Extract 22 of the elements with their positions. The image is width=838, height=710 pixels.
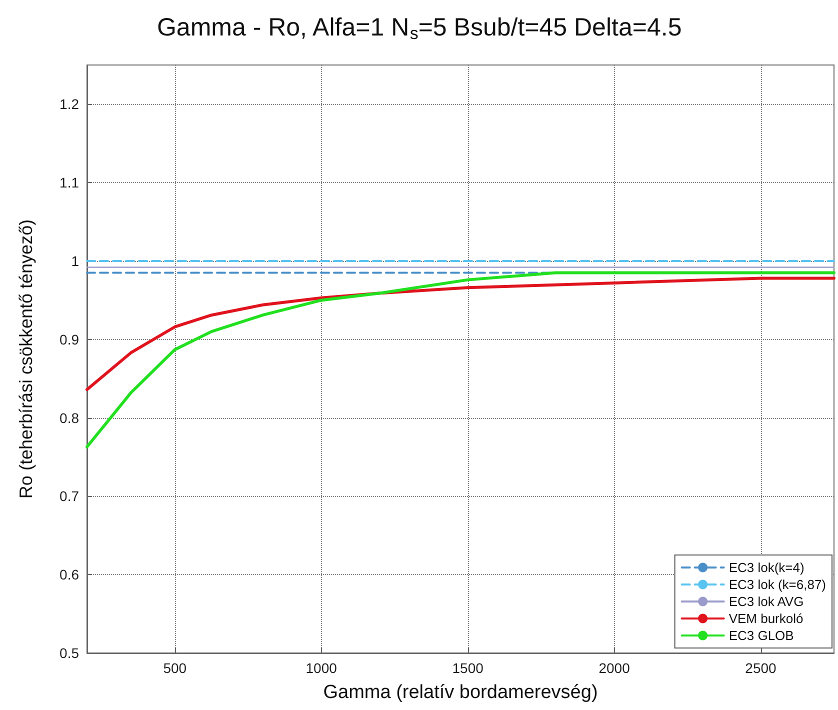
legend-label: EC3 lok(k=4): [728, 560, 804, 575]
y-tick-label: 0.7: [60, 488, 80, 504]
legend-label: EC3 GLOB: [728, 628, 794, 643]
y-tick-label: 0.5: [60, 645, 80, 661]
legend-label: EC3 lok AVG: [728, 594, 804, 609]
line-series: [86, 271, 836, 448]
x-tick-label: 500: [163, 660, 187, 676]
y-tick-label: 0.6: [60, 566, 80, 583]
y-tick-label: 0.9: [60, 331, 80, 348]
x-tick-label: 1000: [306, 660, 338, 676]
x-tick-label: 1500: [452, 660, 484, 676]
y-axis-title: Ro (teherbírási csökkentő tényező): [16, 219, 36, 499]
y-tick-label: 1: [71, 253, 80, 269]
line-series: [86, 276, 836, 392]
legend-label: EC3 lok (k=6,87): [728, 577, 826, 592]
y-tick-label: 1.1: [60, 174, 80, 191]
x-axis-title: Gamma (relatív bordamerevség): [323, 682, 598, 703]
y-tick-label: 1.2: [60, 96, 80, 112]
x-tick-label: 2500: [745, 660, 777, 676]
x-tick-label: 2000: [598, 660, 630, 676]
y-tick-label: 0.8: [60, 410, 80, 426]
legend-label: VEM burkoló: [728, 611, 804, 626]
